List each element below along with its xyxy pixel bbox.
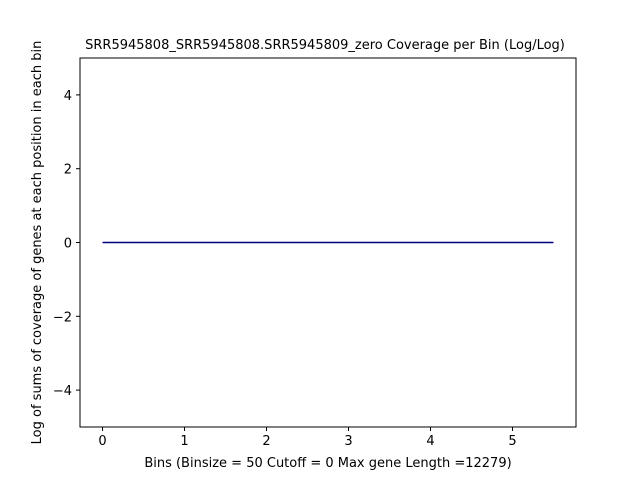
y-tick-label: −2 bbox=[53, 310, 72, 325]
x-tick-label: 2 bbox=[262, 434, 270, 449]
x-tick-label: 0 bbox=[98, 434, 106, 449]
x-axis-label: Bins (Binsize = 50 Cutoff = 0 Max gene L… bbox=[144, 456, 511, 471]
x-tick-label: 4 bbox=[426, 434, 434, 449]
x-axis: 0 1 2 3 4 5 bbox=[98, 427, 517, 449]
y-tick-label: 4 bbox=[64, 89, 72, 104]
y-tick-label: −4 bbox=[53, 384, 72, 399]
chart-title: SRR5945808_SRR5945808.SRR5945809_zero Co… bbox=[85, 38, 565, 53]
y-axis: 4 2 0 −2 −4 bbox=[53, 89, 80, 399]
x-tick-label: 1 bbox=[180, 434, 188, 449]
y-axis-label: Log of sums of coverage of genes at each… bbox=[30, 41, 45, 445]
x-tick-label: 5 bbox=[508, 434, 516, 449]
x-tick-label: 3 bbox=[344, 434, 352, 449]
y-tick-label: 0 bbox=[64, 237, 72, 252]
y-tick-label: 2 bbox=[64, 163, 72, 178]
